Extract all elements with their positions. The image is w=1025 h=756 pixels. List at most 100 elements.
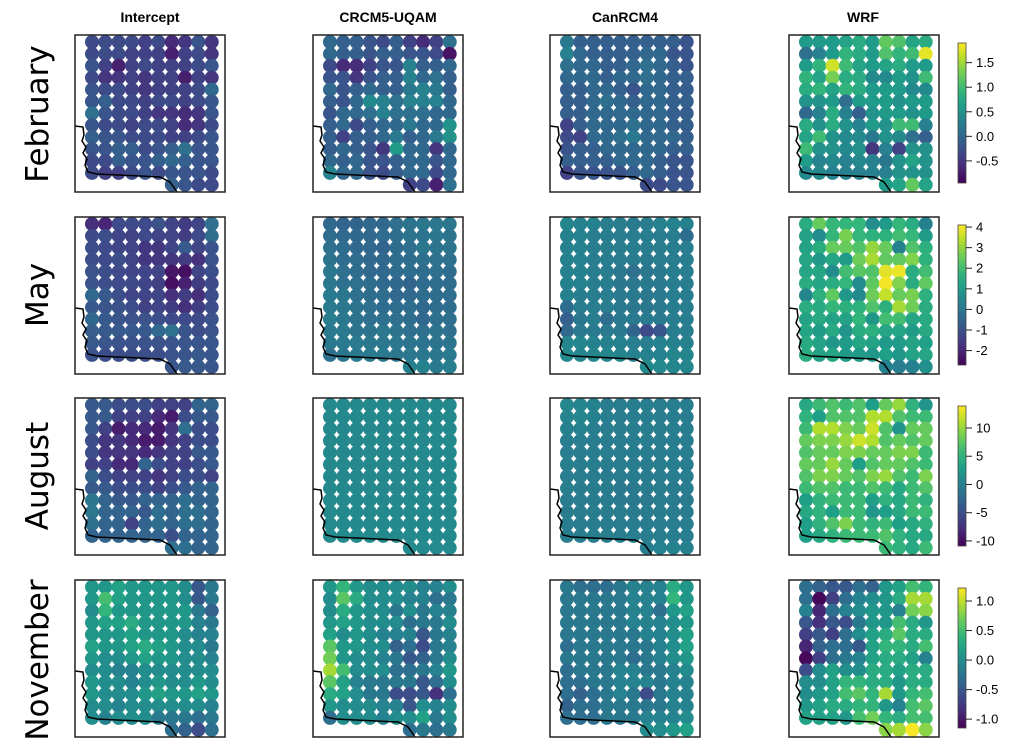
- grid-point: [138, 154, 153, 168]
- colorbars: 1.51.00.50.0-0.543210-1-21050-5-101.00.5…: [957, 42, 998, 729]
- grid-point: [825, 154, 840, 168]
- grid-point: [323, 493, 337, 508]
- grid-point: [825, 651, 840, 666]
- grid-point: [402, 505, 417, 520]
- grid-point: [865, 651, 880, 666]
- grid-point: [151, 130, 166, 145]
- grid-point: [878, 130, 893, 145]
- grid-point: [653, 663, 668, 678]
- grid-point: [204, 154, 219, 168]
- grid-point: [402, 528, 417, 543]
- grid-point: [679, 276, 694, 291]
- grid-point: [138, 699, 153, 713]
- grid-point: [204, 421, 219, 436]
- grid-point: [349, 421, 364, 436]
- grid-point: [560, 82, 574, 97]
- grid-point: [666, 300, 681, 315]
- grid-point: [124, 58, 139, 73]
- grid-point: [389, 264, 404, 279]
- grid-point: [918, 421, 933, 436]
- grid-point: [560, 70, 574, 85]
- grid-point: [679, 627, 694, 642]
- grid-point: [442, 445, 457, 460]
- grid-point: [573, 493, 588, 508]
- grid-point: [812, 336, 827, 350]
- grid-point: [151, 58, 166, 73]
- grid-point: [825, 118, 840, 133]
- grid-point: [653, 409, 668, 424]
- grid-point: [336, 276, 351, 291]
- grid-point: [429, 142, 444, 157]
- grid-point: [852, 699, 867, 713]
- grid-point: [191, 421, 206, 436]
- grid-point: [85, 517, 99, 531]
- grid-point: [599, 217, 614, 231]
- grid-point: [191, 517, 206, 531]
- grid-point: [376, 312, 391, 327]
- grid-point: [865, 58, 880, 73]
- colorbar-tick-label: -10: [976, 533, 995, 548]
- grid-point: [429, 398, 444, 412]
- grid-point: [191, 615, 206, 630]
- grid-point: [573, 481, 588, 496]
- grid-point: [111, 627, 126, 642]
- grid-point: [85, 639, 99, 654]
- grid-point: [573, 457, 588, 472]
- colorbar-tick-label: -1.0: [976, 712, 998, 727]
- grid-point: [323, 517, 337, 531]
- grid-point: [336, 264, 351, 279]
- grid-point: [204, 118, 219, 133]
- grid-point: [892, 240, 907, 255]
- grid-point: [111, 35, 126, 49]
- grid-point: [402, 252, 417, 267]
- dot-layer: [85, 580, 219, 737]
- grid-point: [918, 217, 933, 231]
- grid-point: [151, 336, 166, 350]
- grid-point: [905, 505, 920, 520]
- grid-point: [362, 106, 377, 121]
- dot-layer: [799, 217, 933, 374]
- grid-point: [852, 457, 867, 472]
- grid-point: [349, 603, 364, 618]
- grid-point: [586, 46, 601, 61]
- colorbar-tick-label: -0.5: [976, 682, 998, 697]
- grid-point: [124, 228, 139, 243]
- grid-point: [429, 457, 444, 472]
- grid-point: [639, 252, 654, 267]
- grid-point: [599, 228, 614, 243]
- grid-point: [402, 469, 417, 484]
- grid-point: [852, 639, 867, 654]
- grid-point: [812, 687, 827, 702]
- grid-point: [865, 35, 880, 49]
- grid-point: [178, 324, 193, 339]
- grid-point: [613, 651, 628, 666]
- grid-point: [918, 528, 933, 543]
- grid-point: [653, 142, 668, 157]
- grid-point: [151, 699, 166, 713]
- grid-point: [416, 528, 431, 543]
- grid-point: [918, 517, 933, 531]
- grid-point: [151, 398, 166, 412]
- grid-point: [918, 445, 933, 460]
- grid-point: [599, 580, 614, 594]
- grid-point: [402, 675, 417, 690]
- grid-point: [362, 615, 377, 630]
- grid-point: [639, 469, 654, 484]
- grid-point: [679, 663, 694, 678]
- grid-point: [349, 288, 364, 303]
- grid-point: [402, 82, 417, 97]
- grid-point: [573, 347, 588, 362]
- grid-point: [98, 603, 113, 618]
- colorbar-tick-label: 0.0: [976, 653, 994, 668]
- grid-point: [376, 445, 391, 460]
- grid-point: [416, 94, 431, 109]
- grid-point: [151, 580, 166, 594]
- grid-point: [138, 639, 153, 654]
- grid-point: [878, 106, 893, 121]
- grid-point: [336, 615, 351, 630]
- grid-point: [138, 142, 153, 157]
- grid-point: [905, 142, 920, 157]
- grid-point: [138, 433, 153, 448]
- grid-point: [666, 58, 681, 73]
- grid-point: [852, 288, 867, 303]
